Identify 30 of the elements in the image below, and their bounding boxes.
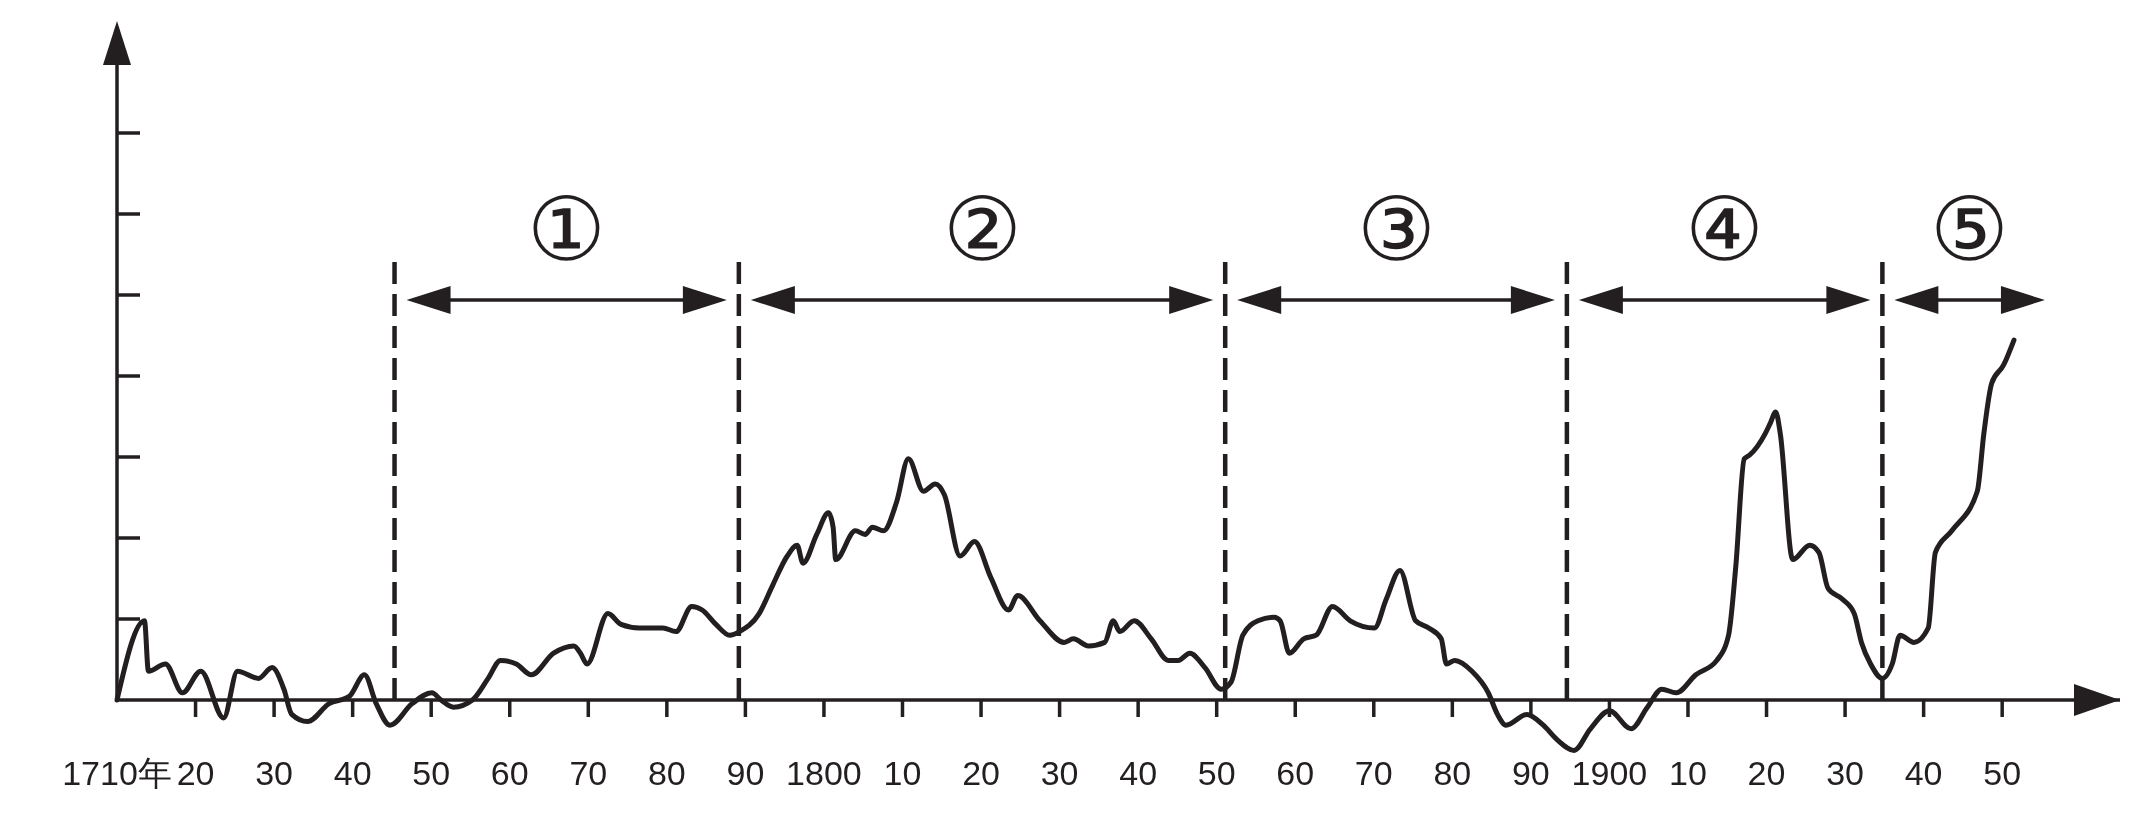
text: ①: [527, 181, 607, 279]
x-tick-label: 30: [255, 754, 294, 793]
text: ②: [942, 181, 1022, 279]
x-tick-label: 30: [1826, 754, 1864, 793]
x-tick-label: 20: [1747, 754, 1786, 793]
x-tick-label: 40: [1904, 754, 1943, 793]
x-tick-label: 70: [1354, 754, 1393, 793]
x-tick-label: 80: [1433, 754, 1472, 793]
x-tick-label: 10: [1669, 754, 1707, 793]
x-tick-label: 90: [1511, 754, 1550, 793]
text: ④: [1685, 181, 1765, 279]
x-tick-label: 50: [412, 754, 451, 793]
x-tick-label: 1800: [786, 754, 862, 793]
x-tick-label: 70: [569, 754, 608, 793]
x-tick-label: 40: [333, 754, 372, 793]
x-tick-label: 1710年: [62, 754, 172, 793]
x-tick-label: 20: [176, 754, 215, 793]
x-tick-label: 10: [883, 754, 922, 793]
text: ⑤: [1930, 181, 2010, 279]
x-tick-label: 50: [1983, 754, 2022, 793]
x-tick-label: 90: [726, 754, 765, 793]
x-tick-label: 60: [490, 754, 529, 793]
x-tick-label: 40: [1119, 754, 1158, 793]
x-tick-label: 50: [1197, 754, 1236, 793]
x-tick-label: 20: [962, 754, 1000, 793]
x-tick-label: 80: [647, 754, 686, 793]
x-tick-label: 60: [1276, 754, 1315, 793]
x-tick-label: 30: [1040, 754, 1079, 793]
text: ③: [1356, 181, 1436, 279]
x-tick-label: 1900: [1571, 754, 1648, 793]
